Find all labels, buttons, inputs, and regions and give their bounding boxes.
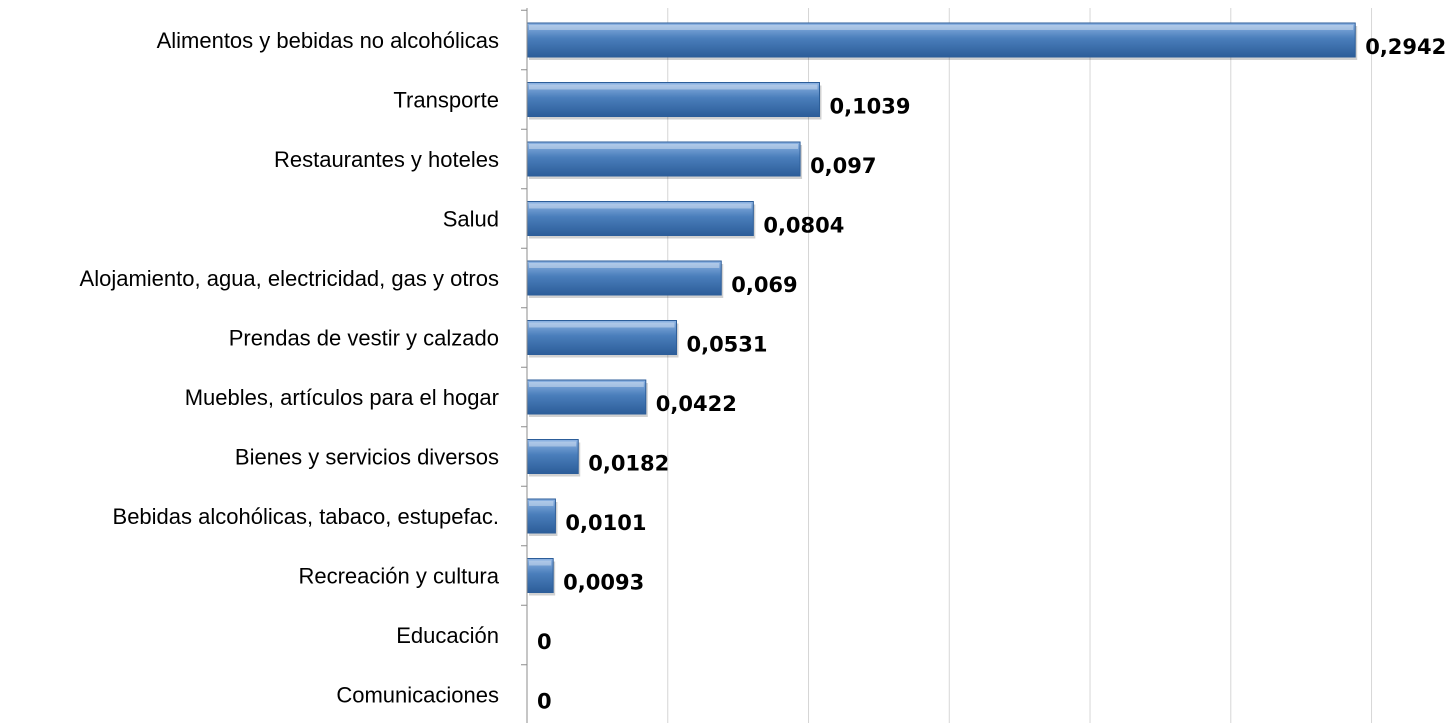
gridlines bbox=[667, 8, 1373, 723]
bar bbox=[526, 201, 756, 239]
bar-fill bbox=[526, 439, 579, 474]
bar bbox=[526, 82, 822, 120]
category-label: Transporte bbox=[393, 88, 499, 113]
data-label: 0,0422 bbox=[656, 392, 737, 416]
data-label: 0,0093 bbox=[563, 571, 644, 595]
category-label: Recreación y cultura bbox=[298, 564, 499, 589]
bar-fill bbox=[526, 82, 820, 117]
bar-highlight bbox=[529, 263, 720, 268]
data-labels: 0,2942 0,1039 0,097 0,0804 0,069 0,0531 0,0422… bbox=[537, 35, 1446, 714]
bar-highlight bbox=[529, 84, 818, 90]
data-label: 0,2942 bbox=[1365, 35, 1446, 59]
bar-fill bbox=[526, 498, 556, 534]
bars bbox=[526, 22, 1358, 596]
category-label: Alojamiento, agua, electricidad, gas y o… bbox=[80, 266, 499, 291]
bar bbox=[526, 379, 648, 417]
data-label: 0 bbox=[537, 690, 552, 714]
bar-fill bbox=[526, 320, 677, 355]
data-label: 0,0101 bbox=[565, 511, 646, 535]
bar-fill bbox=[526, 260, 722, 296]
data-label: 0 bbox=[537, 630, 552, 654]
bar-highlight bbox=[529, 144, 799, 149]
data-label: 0,069 bbox=[731, 273, 797, 297]
category-label: Educación bbox=[396, 623, 499, 648]
bar bbox=[526, 439, 581, 477]
category-label: Restaurantes y hoteles bbox=[274, 147, 499, 172]
bar-highlight bbox=[529, 560, 552, 566]
bar-highlight bbox=[529, 382, 644, 387]
category-labels: Alimentos y bebidas no alcohólicas Transp… bbox=[80, 28, 500, 708]
bar-highlight bbox=[529, 501, 554, 506]
bar-highlight bbox=[529, 203, 752, 209]
category-label: Comunicaciones bbox=[336, 683, 499, 708]
bar bbox=[526, 260, 724, 298]
category-label: Prendas de vestir y calzado bbox=[229, 326, 499, 351]
data-label: 0,1039 bbox=[829, 95, 910, 119]
category-label: Salud bbox=[443, 207, 499, 232]
category-label: Bebidas alcohólicas, tabaco, estupefac. bbox=[113, 504, 499, 529]
bar-fill bbox=[526, 201, 754, 236]
bar bbox=[526, 498, 558, 536]
data-label: 0,0531 bbox=[686, 333, 767, 357]
category-label: Alimentos y bebidas no alcohólicas bbox=[157, 28, 499, 53]
bar-highlight bbox=[529, 322, 675, 328]
category-label: Bienes y servicios diversos bbox=[235, 445, 499, 470]
bar-highlight bbox=[529, 25, 1354, 30]
category-label: Muebles, artículos para el hogar bbox=[185, 385, 499, 410]
data-label: 0,0182 bbox=[588, 452, 669, 476]
data-label: 0,0804 bbox=[763, 214, 844, 238]
y-axis bbox=[521, 8, 528, 723]
bar bbox=[526, 320, 679, 358]
bar-highlight bbox=[529, 441, 577, 447]
bar-fill bbox=[526, 141, 801, 177]
bar bbox=[526, 141, 803, 179]
bar-fill bbox=[526, 22, 1356, 58]
data-label: 0,097 bbox=[810, 154, 876, 178]
bar-fill bbox=[526, 558, 554, 593]
bar bbox=[526, 22, 1358, 60]
bar bbox=[526, 558, 556, 596]
